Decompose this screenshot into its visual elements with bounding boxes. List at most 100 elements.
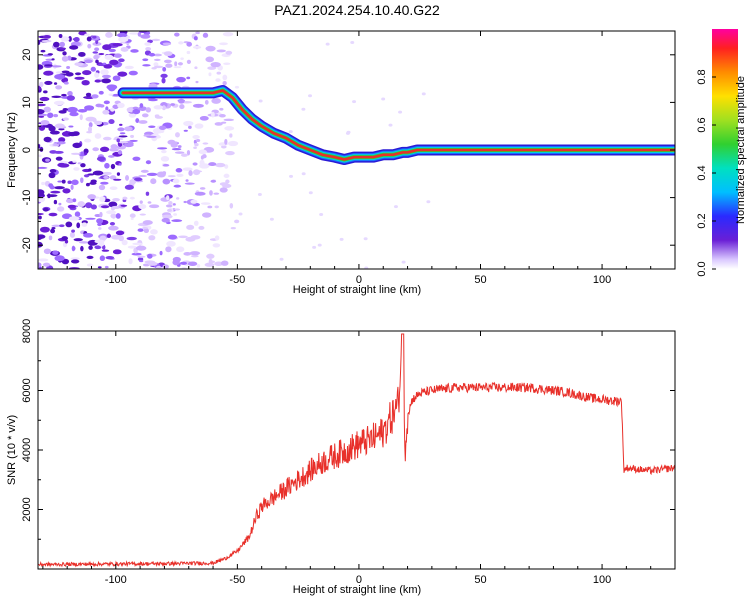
noise-blob [65,221,73,228]
noise-blob [388,123,393,127]
noise-blob [110,144,118,150]
noise-blob [211,63,218,66]
noise-blob [74,76,85,80]
noise-blob [107,155,115,158]
noise-blob [61,70,70,74]
noise-blob [148,125,156,128]
noise-blob [38,193,45,199]
noise-blob [48,235,53,241]
noise-blob [177,145,182,148]
noise-blob [117,71,128,77]
noise-blob [45,158,50,162]
noise-blob [38,144,41,149]
noise-blob [68,216,80,221]
noise-blob [183,252,192,256]
noise-blob [258,99,263,103]
noise-blob [222,74,228,81]
noise-blob [132,156,141,161]
noise-blob [53,114,59,118]
noise-blob [146,135,157,138]
noise-blob [209,190,213,196]
noise-blob [157,147,168,150]
noise-blob [129,196,135,200]
noise-blob [132,108,141,115]
noise-blob [151,38,161,42]
noise-blob [159,250,163,256]
noise-blob [94,120,103,126]
noise-blob [98,90,104,95]
noise-blob [118,140,129,144]
noise-blob [79,114,83,121]
noise-blob [174,208,181,211]
noise-blob [71,179,79,186]
noise-blob [129,179,137,185]
noise-blob [84,96,94,100]
noise-blob [161,77,166,84]
noise-blob [47,53,54,56]
noise-blob [289,174,294,178]
noise-blob [77,201,86,208]
noise-blob [288,130,293,134]
noise-blob [38,154,42,158]
noise-blob [54,255,65,262]
noise-blob [213,192,220,195]
noise-blob [215,78,221,82]
noise-blob [96,218,104,224]
snr-x-ticks: -100 -50 0 50 100 [42,331,676,586]
noise-blob [42,262,51,267]
noise-blob [192,135,200,139]
noise-blob [53,82,58,85]
snr-plot-area [38,333,675,568]
noise-blob [426,200,431,204]
noise-blob [90,66,96,72]
noise-blob [39,226,50,233]
noise-blob [38,212,44,216]
noise-blob [148,235,156,241]
noise-blob [214,205,219,209]
noise-blob [138,259,144,263]
noise-blob [84,138,92,143]
noise-blob [72,160,77,163]
noise-blob [94,79,102,83]
noise-blob [102,136,112,141]
noise-blob [167,234,178,240]
noise-blob [142,58,149,62]
noise-blob [317,243,322,247]
noise-blob [58,33,63,39]
spectrogram-y-tick-label: -10 [21,190,33,206]
noise-blob [144,260,156,264]
noise-blob [65,72,74,77]
noise-blob [175,168,183,173]
noise-blob [177,62,183,66]
noise-blob [58,137,66,143]
noise-blob [57,162,67,168]
noise-blob [44,64,53,67]
noise-blob [67,106,78,113]
noise-blob [215,162,226,168]
noise-blob [214,235,220,241]
snr-x-tick-label: -50 [229,574,245,586]
noise-blob [109,175,117,180]
spectrogram-x-tick-label: -50 [229,274,245,286]
noise-blob [172,259,180,266]
noise-blob [50,65,62,68]
noise-blob [176,197,180,200]
noise-blob [308,94,313,98]
noise-blob [68,125,74,128]
noise-blob [69,111,79,117]
noise-blob [39,146,44,152]
noise-blob [171,219,183,223]
noise-blob [189,251,201,256]
spectrogram-x-label: Height of straight line (km) [293,284,421,296]
noise-blob [183,200,187,204]
spectrogram-plot-area [38,31,675,269]
noise-blob [210,179,217,183]
noise-blob [38,262,42,268]
noise-blob [138,106,147,111]
noise-blob [198,149,207,155]
noise-blob [87,126,93,133]
noise-blob [85,182,90,187]
noise-blob [183,120,194,127]
noise-blob [401,260,406,264]
noise-blob [80,177,84,184]
